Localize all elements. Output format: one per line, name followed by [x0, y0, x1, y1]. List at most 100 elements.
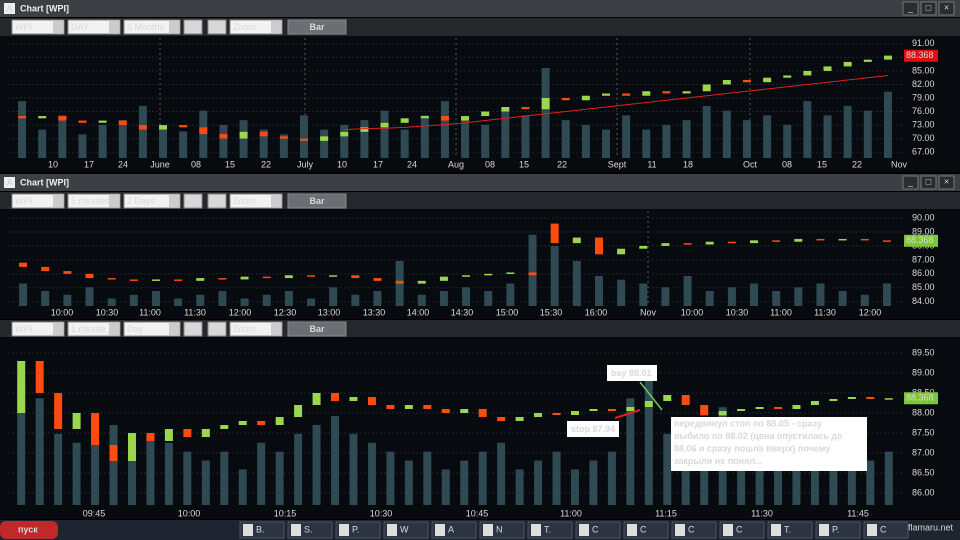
- candle: [18, 116, 27, 119]
- x-tick-label: 11:45: [847, 508, 869, 518]
- toolbar-symbol[interactable]: [11, 321, 65, 337]
- volume-bar: [262, 294, 271, 306]
- toolbar-style[interactable]: [287, 19, 347, 35]
- candle: [85, 273, 94, 279]
- toolbar-symbol-label: WPI: [15, 196, 32, 206]
- x-tick-label: Sept: [608, 159, 627, 169]
- volume-bar: [534, 460, 543, 505]
- volume-bar: [183, 451, 192, 505]
- candle: [423, 405, 432, 409]
- candle: [501, 107, 510, 112]
- candle: [35, 361, 44, 393]
- candle: [515, 417, 524, 421]
- volume-bar: [705, 291, 714, 306]
- candle: [239, 131, 248, 139]
- toolbar-period-label: 1 minute: [71, 324, 106, 334]
- app-icon-glyph: A: [6, 3, 13, 13]
- toolbar-zoom-in[interactable]: [183, 321, 203, 337]
- x-tick-label: 11: [647, 159, 656, 169]
- volume-bar: [239, 120, 248, 158]
- dropdown-arrow: [169, 195, 179, 207]
- candle: [727, 241, 736, 244]
- y-tick-label: 79.00: [912, 92, 935, 102]
- volume-bar: [552, 451, 561, 505]
- toolbar-symbol[interactable]: [11, 193, 65, 209]
- volume-bar: [755, 460, 764, 505]
- candle: [481, 111, 490, 117]
- volume-bar: [240, 298, 249, 306]
- toolbar-period[interactable]: [67, 321, 121, 337]
- y-tick-label: 70.00: [912, 133, 935, 143]
- volume-bar: [792, 451, 801, 505]
- toolbar-symbol[interactable]: [11, 19, 65, 35]
- y-tick-label: 67.00: [912, 147, 935, 157]
- x-tick-label: 10:30: [370, 508, 393, 518]
- toolbar-symbol-label: WPI: [15, 324, 32, 334]
- window-button[interactable]: [902, 1, 919, 16]
- window-title: Chart [WPI]: [20, 3, 69, 13]
- stop-box: [567, 421, 619, 437]
- candle: [320, 136, 329, 141]
- x-tick-label: 12:30: [274, 307, 297, 317]
- window-button-glyph: _: [907, 2, 914, 12]
- window-button[interactable]: [902, 175, 919, 190]
- toolbar-zoom-out[interactable]: [207, 19, 227, 35]
- x-tick-label: 15: [225, 159, 235, 169]
- toolbar-zoom[interactable]: [229, 19, 283, 35]
- volume-bar: [783, 124, 792, 158]
- start-button[interactable]: [0, 521, 58, 539]
- window-button[interactable]: [920, 1, 937, 16]
- toolbar-style[interactable]: [287, 321, 347, 337]
- comment-line: выбило по 88.02 (цена опустилась до: [674, 431, 843, 441]
- volume-bar: [642, 129, 651, 158]
- toolbar-zoom-out[interactable]: [207, 193, 227, 209]
- candle: [772, 240, 781, 242]
- volume-bar: [860, 294, 869, 306]
- toolbar-zoom[interactable]: [229, 321, 283, 337]
- candle: [683, 243, 692, 245]
- candle: [550, 223, 559, 244]
- candle: [644, 401, 653, 407]
- candle: [803, 70, 812, 76]
- app-icon: [4, 177, 15, 188]
- toolbar-period[interactable]: [67, 19, 121, 35]
- x-tick-label: June: [150, 159, 170, 169]
- toolbar-period-label: 5 minutes: [71, 196, 111, 206]
- x-tick-label: 14:30: [451, 307, 474, 317]
- window-button[interactable]: [938, 175, 955, 190]
- toolbar-range[interactable]: [123, 321, 181, 337]
- volume-bar: [702, 105, 711, 158]
- volume-bar: [284, 291, 293, 306]
- volume-bar: [360, 120, 369, 158]
- candle: [72, 413, 81, 429]
- y-tick-label: 87.00: [912, 447, 935, 457]
- candle: [107, 278, 116, 280]
- toolbar-zoom-in-label: +: [190, 22, 195, 32]
- volume-bar: [794, 287, 803, 306]
- toolbar-range[interactable]: [123, 19, 181, 35]
- window-button[interactable]: [938, 1, 955, 16]
- candle: [642, 91, 651, 96]
- taskbar-item-label: P.: [352, 524, 359, 534]
- volume-bar: [663, 433, 672, 505]
- toolbar-style[interactable]: [287, 193, 347, 209]
- toolbar-zoom-out[interactable]: [207, 321, 227, 337]
- toolbar-zoom-in[interactable]: [183, 193, 203, 209]
- candle: [129, 279, 138, 281]
- window-button[interactable]: [920, 175, 937, 190]
- candle: [164, 429, 173, 441]
- candle: [521, 107, 530, 110]
- x-tick-label: 10:00: [51, 307, 74, 317]
- volume-bar: [159, 129, 168, 158]
- toolbar-range[interactable]: [123, 193, 181, 209]
- volume-bar: [218, 291, 227, 306]
- candle: [506, 272, 515, 274]
- candle: [78, 120, 87, 123]
- app-icon: [4, 3, 15, 14]
- toolbar-zoom-in[interactable]: [183, 19, 203, 35]
- candle: [561, 98, 570, 101]
- toolbar-period[interactable]: [67, 193, 121, 209]
- volume-bar: [78, 134, 87, 158]
- candle: [497, 417, 506, 421]
- toolbar-zoom[interactable]: [229, 193, 283, 209]
